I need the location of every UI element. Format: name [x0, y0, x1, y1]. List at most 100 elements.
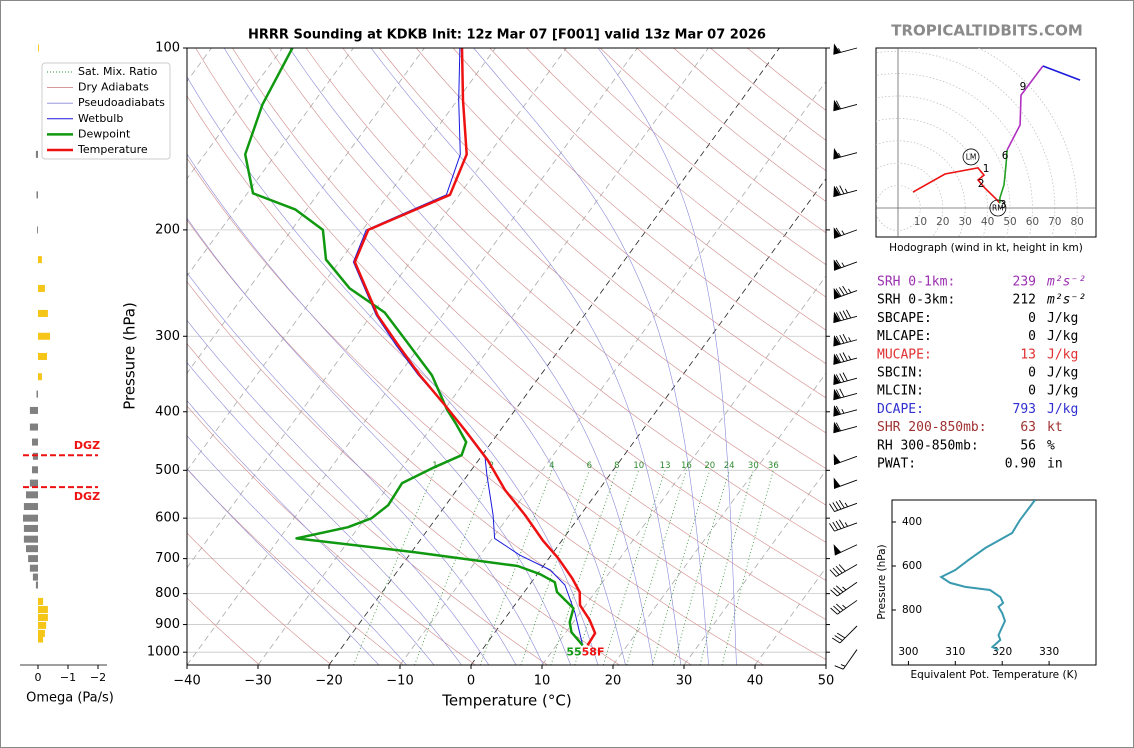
- legend-label: Temperature: [77, 143, 148, 156]
- hodo-ring-label: 70: [1048, 216, 1061, 228]
- isotherm: [399, 80, 826, 665]
- wind-barb: [833, 99, 858, 112]
- wind-barb: [833, 43, 858, 55]
- wind-barb: [834, 649, 858, 670]
- param-unit: J/kg: [1047, 347, 1078, 362]
- legend-label: Pseudoadiabats: [78, 96, 165, 109]
- wind-barb: [833, 148, 858, 160]
- hodo-height-label: 2: [978, 178, 985, 190]
- x-tick-label: 10: [534, 674, 551, 689]
- x-tick-label: −10: [386, 674, 413, 689]
- y-tick-label: 1000: [147, 645, 180, 660]
- hodograph-label: Hodograph (wind in kt, height in km): [889, 242, 1083, 254]
- omega-bar: [36, 390, 38, 398]
- x-tick-label: −30: [244, 674, 271, 689]
- x-axis-label: Temperature (°C): [441, 692, 571, 710]
- omega-bar: [38, 373, 42, 381]
- dry-adiabat: [305, 48, 826, 506]
- omega-bar: [23, 514, 38, 522]
- omega-bar: [38, 606, 48, 614]
- x-tick-label: −20: [315, 674, 342, 689]
- legend-label: Wetbulb: [78, 112, 123, 125]
- storm-motion-marker: [989, 199, 1007, 217]
- wind-barb: [832, 625, 858, 644]
- legend-label: Dry Adiabats: [78, 81, 149, 94]
- omega-bar: [38, 635, 44, 643]
- y-tick-label: 100: [155, 41, 180, 56]
- mixing-ratio-line: [414, 470, 492, 665]
- param-value: 56: [1020, 438, 1036, 453]
- wind-barb: [829, 499, 858, 512]
- omega-bar: [35, 581, 38, 589]
- param-label: SBCIN:: [877, 366, 924, 381]
- pseudoadiabat: [597, 48, 737, 665]
- param-label: SBCAPE:: [877, 311, 932, 326]
- dry-adiabat: [187, 343, 548, 665]
- thetae-y-tick-label: 400: [902, 516, 922, 528]
- pseudoadiabat: [187, 272, 517, 665]
- thetae-y-label: Pressure (hPa): [876, 544, 888, 619]
- param-label: MUCAPE:: [877, 347, 932, 362]
- mixing-ratio-line: [479, 470, 553, 665]
- param-value: 0: [1028, 384, 1036, 399]
- param-label: MLCAPE:: [877, 329, 932, 344]
- skewt-plot: [243, 48, 597, 647]
- x-tick-label: −40: [173, 674, 200, 689]
- omega-bar: [35, 150, 38, 158]
- dry-adiabat: [268, 48, 826, 543]
- legend-frame: [41, 62, 171, 160]
- param-unit: %: [1047, 438, 1055, 453]
- mixing-ratio-label: 24: [724, 461, 735, 471]
- thetae-y-tick-label: 600: [902, 560, 922, 572]
- y-tick-label: 400: [155, 404, 180, 419]
- omega-axis-label: Omega (Pa/s): [26, 691, 114, 706]
- param-value: 0: [1028, 366, 1036, 381]
- omega-bar: [37, 226, 38, 234]
- x-tick-label: 40: [747, 674, 764, 689]
- hodo-ring: [876, 185, 921, 231]
- hodo-ring-label: 80: [1071, 216, 1084, 228]
- param-unit: m²s⁻²: [1046, 275, 1086, 290]
- param-unit: in: [1047, 457, 1063, 472]
- mixing-ratio-label: 10: [633, 461, 644, 471]
- omega-bar: [38, 256, 42, 264]
- mixing-ratio-label: 30: [748, 461, 759, 471]
- hodo-ring-label: 40: [981, 216, 994, 228]
- dry-adiabat: [187, 281, 620, 665]
- mixing-ratio-line: [721, 470, 774, 665]
- param-label: RH 300-850mb:: [877, 438, 979, 453]
- pseudoadiabat: [187, 319, 490, 665]
- param-value: 239: [1013, 275, 1036, 290]
- wind-barb: [833, 259, 858, 271]
- wind-barb: [830, 581, 858, 597]
- isotherm: [187, 48, 496, 472]
- omega-bar: [38, 613, 48, 621]
- param-unit: J/kg: [1047, 329, 1078, 344]
- omega-bar: [26, 545, 38, 553]
- omega-bar: [38, 352, 47, 360]
- mixing-ratio-label: 8: [614, 461, 619, 471]
- param-label: DCAPE:: [877, 402, 924, 417]
- omega-bar: [29, 564, 38, 572]
- thetae-x-tick-label: 300: [898, 646, 918, 658]
- hodo-ring: [876, 50, 1056, 237]
- x-tick-label: 30: [676, 674, 693, 689]
- dry-adiabat: [452, 48, 826, 365]
- omega-bar: [38, 621, 47, 629]
- thetae-y-tick-label: 800: [902, 604, 922, 616]
- mixing-ratio-line: [550, 470, 618, 665]
- isotherm: [187, 48, 638, 665]
- dry-adiabat: [195, 48, 826, 620]
- dgz-label: DGZ: [74, 490, 100, 503]
- thetae-frame: [891, 499, 1097, 666]
- wind-barb: [829, 519, 858, 532]
- storm-motion-label: RM: [992, 204, 1004, 213]
- omega-bar: [32, 573, 38, 581]
- pseudoadiabat: [187, 217, 544, 665]
- storm-motion-marker: [962, 148, 980, 166]
- isotherm: [187, 48, 425, 374]
- param-label: PWAT:: [877, 457, 916, 472]
- param-value: 0.90: [1005, 457, 1036, 472]
